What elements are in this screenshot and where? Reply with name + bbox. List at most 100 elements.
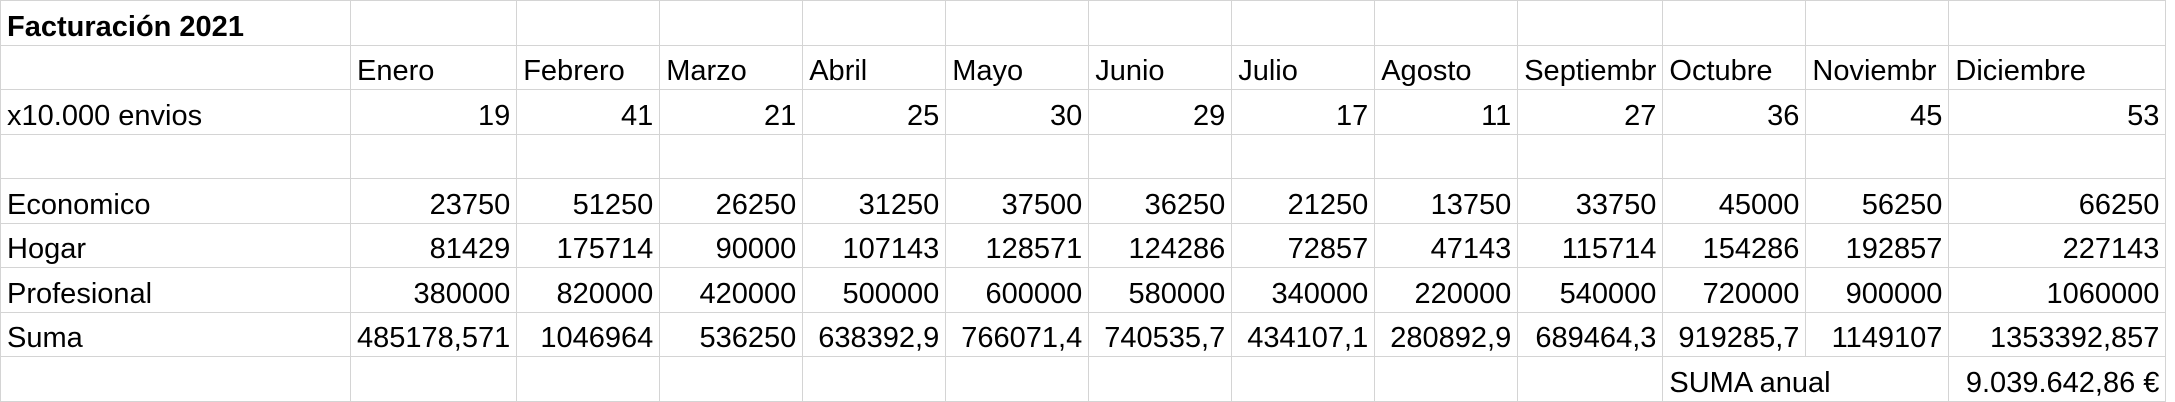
empty-cell[interactable] [349, 0, 518, 46]
value-cell[interactable]: 720000 [1662, 267, 1807, 313]
empty-cell[interactable] [1231, 356, 1376, 402]
empty-cell[interactable] [0, 133, 351, 179]
value-cell[interactable]: 340000 [1231, 267, 1376, 313]
value-cell[interactable]: 1353392,857 [1948, 311, 2167, 357]
value-cell[interactable]: 23750 [349, 178, 518, 224]
value-cell[interactable]: 41 [516, 89, 661, 135]
empty-cell[interactable] [349, 133, 518, 179]
empty-cell[interactable] [659, 356, 804, 402]
month-header-cell[interactable]: Noviembr [1805, 44, 1950, 90]
empty-cell[interactable] [1517, 356, 1664, 402]
empty-cell[interactable] [516, 356, 661, 402]
month-header-cell[interactable]: Agosto [1374, 44, 1519, 90]
empty-cell[interactable] [1374, 356, 1519, 402]
empty-cell[interactable] [1948, 0, 2167, 46]
value-cell[interactable]: 47143 [1374, 222, 1519, 268]
value-cell[interactable]: 192857 [1805, 222, 1950, 268]
value-cell[interactable]: 107143 [802, 222, 947, 268]
value-cell[interactable]: 220000 [1374, 267, 1519, 313]
value-cell[interactable]: 1046964 [516, 311, 661, 357]
value-cell[interactable]: 115714 [1517, 222, 1664, 268]
empty-cell[interactable] [945, 356, 1090, 402]
value-cell[interactable]: 33750 [1517, 178, 1664, 224]
month-header-cell[interactable]: Diciembre [1948, 44, 2167, 90]
empty-cell[interactable] [1231, 133, 1376, 179]
value-cell[interactable]: 27 [1517, 89, 1664, 135]
value-cell[interactable]: 740535,7 [1088, 311, 1233, 357]
value-cell[interactable]: 21250 [1231, 178, 1376, 224]
value-cell[interactable]: 51250 [516, 178, 661, 224]
month-header-cell[interactable]: Marzo [659, 44, 804, 90]
value-cell[interactable]: 128571 [945, 222, 1090, 268]
empty-cell[interactable] [945, 133, 1090, 179]
row-label-cell[interactable]: Economico [0, 178, 351, 224]
value-cell[interactable]: 31250 [802, 178, 947, 224]
empty-cell[interactable] [802, 0, 947, 46]
value-cell[interactable]: 81429 [349, 222, 518, 268]
annual-total-value-cell[interactable]: 9.039.642,86 € [1948, 356, 2167, 402]
empty-cell[interactable] [1948, 133, 2167, 179]
empty-cell[interactable] [802, 133, 947, 179]
month-header-cell[interactable]: Febrero [516, 44, 661, 90]
value-cell[interactable]: 45 [1805, 89, 1950, 135]
empty-cell[interactable] [1374, 133, 1519, 179]
value-cell[interactable]: 820000 [516, 267, 661, 313]
value-cell[interactable]: 227143 [1948, 222, 2167, 268]
empty-cell[interactable] [0, 44, 351, 90]
value-cell[interactable]: 485178,571 [349, 311, 518, 357]
value-cell[interactable]: 175714 [516, 222, 661, 268]
value-cell[interactable]: 900000 [1805, 267, 1950, 313]
value-cell[interactable]: 25 [802, 89, 947, 135]
value-cell[interactable]: 434107,1 [1231, 311, 1376, 357]
empty-cell[interactable] [1805, 133, 1950, 179]
value-cell[interactable]: 600000 [945, 267, 1090, 313]
empty-cell[interactable] [802, 356, 947, 402]
value-cell[interactable]: 540000 [1517, 267, 1664, 313]
value-cell[interactable]: 37500 [945, 178, 1090, 224]
value-cell[interactable]: 11 [1374, 89, 1519, 135]
value-cell[interactable]: 420000 [659, 267, 804, 313]
value-cell[interactable]: 766071,4 [945, 311, 1090, 357]
empty-cell[interactable] [1662, 0, 1807, 46]
value-cell[interactable]: 536250 [659, 311, 804, 357]
value-cell[interactable]: 29 [1088, 89, 1233, 135]
empty-cell[interactable] [0, 356, 351, 402]
value-cell[interactable]: 19 [349, 89, 518, 135]
empty-cell[interactable] [1662, 133, 1807, 179]
value-cell[interactable]: 45000 [1662, 178, 1807, 224]
empty-cell[interactable] [516, 133, 661, 179]
row-label-cell[interactable]: x10.000 envios [0, 89, 351, 135]
value-cell[interactable]: 53 [1948, 89, 2167, 135]
value-cell[interactable]: 26250 [659, 178, 804, 224]
empty-cell[interactable] [659, 0, 804, 46]
row-label-cell[interactable]: Hogar [0, 222, 351, 268]
row-label-cell[interactable]: Profesional [0, 267, 351, 313]
empty-cell[interactable] [349, 356, 518, 402]
month-header-cell[interactable]: Mayo [945, 44, 1090, 90]
value-cell[interactable]: 638392,9 [802, 311, 947, 357]
value-cell[interactable]: 90000 [659, 222, 804, 268]
value-cell[interactable]: 66250 [1948, 178, 2167, 224]
empty-cell[interactable] [1088, 0, 1233, 46]
value-cell[interactable]: 36 [1662, 89, 1807, 135]
empty-cell[interactable] [1517, 133, 1664, 179]
annual-total-label-cell[interactable]: SUMA anual [1662, 356, 1950, 402]
value-cell[interactable]: 56250 [1805, 178, 1950, 224]
value-cell[interactable]: 689464,3 [1517, 311, 1664, 357]
empty-cell[interactable] [1231, 0, 1376, 46]
month-header-cell[interactable]: Abril [802, 44, 947, 90]
empty-cell[interactable] [1088, 356, 1233, 402]
empty-cell[interactable] [1517, 0, 1664, 46]
empty-cell[interactable] [659, 133, 804, 179]
month-header-cell[interactable]: Septiembr [1517, 44, 1664, 90]
value-cell[interactable]: 500000 [802, 267, 947, 313]
value-cell[interactable]: 17 [1231, 89, 1376, 135]
value-cell[interactable]: 124286 [1088, 222, 1233, 268]
month-header-cell[interactable]: Octubre [1662, 44, 1807, 90]
month-header-cell[interactable]: Julio [1231, 44, 1376, 90]
empty-cell[interactable] [945, 0, 1090, 46]
value-cell[interactable]: 36250 [1088, 178, 1233, 224]
empty-cell[interactable] [1805, 0, 1950, 46]
value-cell[interactable]: 72857 [1231, 222, 1376, 268]
value-cell[interactable]: 154286 [1662, 222, 1807, 268]
